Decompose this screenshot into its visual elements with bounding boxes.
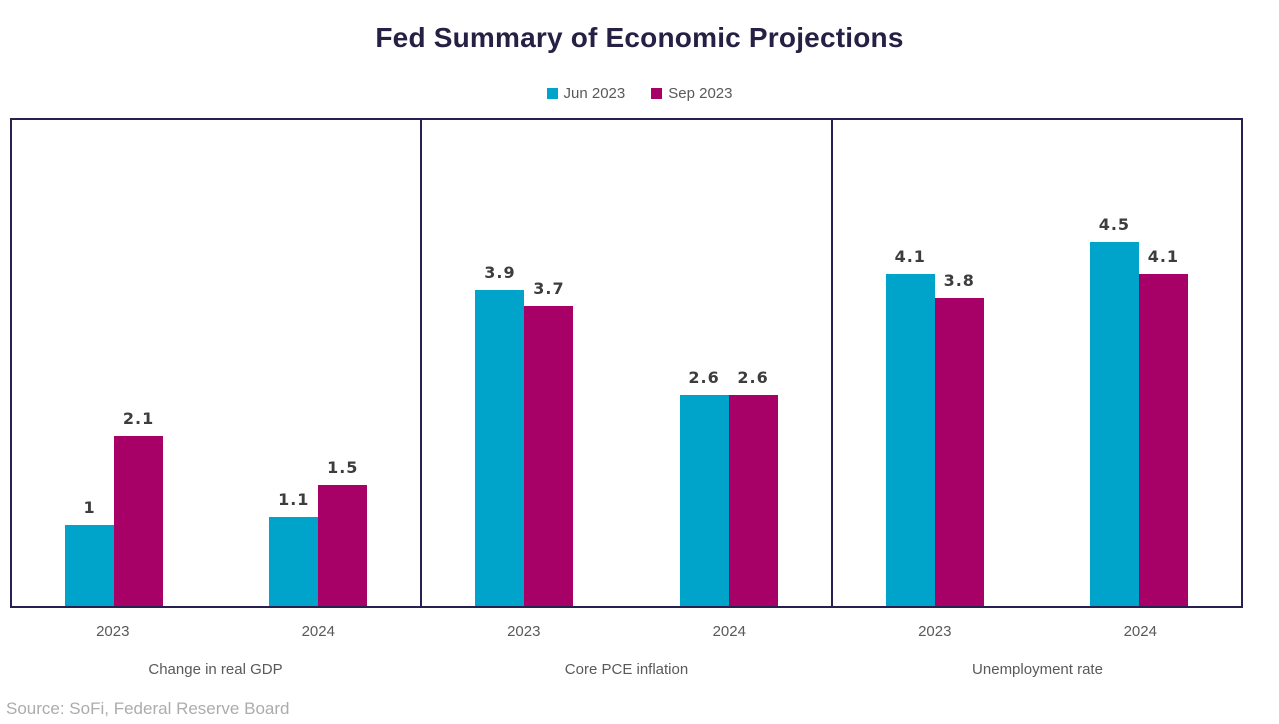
panel-core-pce-inflation: 3.9 3.7 2.6 2.6 — [420, 120, 830, 606]
bar-group-core-pce-inflation-2023: 3.9 3.7 — [475, 120, 574, 606]
bar-value-label: 3.9 — [484, 263, 516, 283]
bar-sep-2023-2023 — [934, 298, 984, 606]
bar-column-sep-2023-2023: 3.7 — [524, 120, 574, 606]
x-axis-label-change-in-real-gdp-2023: 2023 — [96, 623, 130, 640]
panel-titles-row: Change in real GDP Core PCE inflation Unem… — [10, 661, 1243, 678]
bar-jun-2023-2023 — [475, 290, 525, 606]
bar-sep-2023-2024 — [1138, 273, 1188, 606]
legend-item-label: Sep 2023 — [668, 85, 733, 102]
bar-jun-2023-2024 — [679, 395, 729, 606]
source-note: Source: SoFi, Federal Reserve Board — [6, 699, 290, 718]
x-axis-label-core-pce-inflation-2023: 2023 — [507, 623, 541, 640]
bar-group-unemployment-rate-2023: 4.1 3.8 — [885, 120, 984, 606]
bar-value-label: 3.7 — [533, 279, 565, 299]
x-axis-label-core-pce-inflation-2024: 2024 — [712, 623, 746, 640]
bar-jun-2023-2023 — [65, 525, 115, 606]
legend-item-jun-2023: Jun 2023 — [546, 85, 626, 102]
chart-plot-area: 1 2.1 1.1 1.5 3.9 3.7 2.6 2.6 4.1 3.8 4.5 4.1 — [10, 118, 1243, 608]
bar-value-label: 2.6 — [737, 368, 769, 388]
bar-group-unemployment-rate-2024: 4.5 4.1 — [1089, 120, 1188, 606]
panel-change-in-real-gdp: 1 2.1 1.1 1.5 — [12, 120, 420, 606]
x-axis-label-unemployment-rate-2024: 2024 — [1123, 623, 1157, 640]
bar-group-core-pce-inflation-2024: 2.6 2.6 — [679, 120, 778, 606]
bar-value-label: 2.1 — [122, 408, 155, 428]
bar-column-sep-2023-2024: 4.1 — [1138, 120, 1188, 606]
bar-jun-2023-2024 — [269, 516, 319, 606]
bar-column-jun-2023-2023: 3.9 — [475, 120, 525, 606]
bar-value-label: 4.1 — [1147, 246, 1180, 266]
bar-sep-2023-2023 — [114, 435, 164, 606]
bar-column-jun-2023-2023: 1 — [65, 120, 115, 606]
panel-title-unemployment-rate: Unemployment rate — [972, 661, 1103, 678]
bar-value-label: 1.5 — [327, 457, 359, 477]
bar-value-label: 1 — [83, 498, 96, 518]
bar-column-jun-2023-2024: 1.1 — [269, 120, 319, 606]
bar-column-jun-2023-2024: 2.6 — [679, 120, 729, 606]
bar-sep-2023-2024 — [728, 395, 778, 606]
bar-sep-2023-2023 — [524, 306, 574, 606]
axis-panel-change-in-real-gdp: 2023 2024 — [10, 623, 421, 643]
bar-jun-2023-2024 — [1089, 241, 1139, 606]
panel-title-core-pce-inflation: Core PCE inflation — [564, 661, 689, 678]
chart-legend: Jun 2023 Sep 2023 — [0, 85, 1279, 102]
bar-column-sep-2023-2023: 3.8 — [934, 120, 984, 606]
panel-title-change-in-real-gdp: Change in real GDP — [148, 661, 283, 678]
x-axis-label-change-in-real-gdp-2024: 2024 — [301, 623, 335, 640]
bar-column-jun-2023-2024: 4.5 — [1089, 120, 1139, 606]
bar-value-label: 4.1 — [894, 246, 926, 266]
legend-item-sep-2023: Sep 2023 — [651, 85, 732, 102]
legend-item-label: Jun 2023 — [563, 85, 626, 102]
x-axis-labels-row: 2023 2024 2023 2024 2023 2024 — [10, 623, 1243, 643]
x-axis-label-unemployment-rate-2023: 2023 — [918, 623, 952, 640]
panel-unemployment-rate: 4.1 3.8 4.5 4.1 — [830, 120, 1241, 606]
bar-value-label: 3.8 — [943, 271, 975, 291]
axis-panel-unemployment-rate: 2023 2024 — [832, 623, 1243, 643]
bar-column-sep-2023-2023: 2.1 — [114, 120, 164, 606]
bar-value-label: 1.1 — [278, 489, 310, 509]
bar-value-label: 4.5 — [1098, 214, 1131, 234]
bar-sep-2023-2024 — [318, 484, 368, 606]
chart-title: Fed Summary of Economic Projections — [375, 22, 904, 53]
legend-jun-2023-swatch-icon — [546, 88, 558, 99]
bar-value-label: 2.6 — [688, 368, 720, 388]
bar-group-change-in-real-gdp-2024: 1.1 1.5 — [269, 120, 368, 606]
bar-column-sep-2023-2024: 1.5 — [318, 120, 368, 606]
bar-group-change-in-real-gdp-2023: 1 2.1 — [65, 120, 164, 606]
bar-column-sep-2023-2024: 2.6 — [728, 120, 778, 606]
axis-panel-core-pce-inflation: 2023 2024 — [421, 623, 832, 643]
legend-sep-2023-swatch-icon — [651, 88, 663, 99]
bar-jun-2023-2023 — [885, 273, 935, 606]
bar-column-jun-2023-2023: 4.1 — [885, 120, 935, 606]
